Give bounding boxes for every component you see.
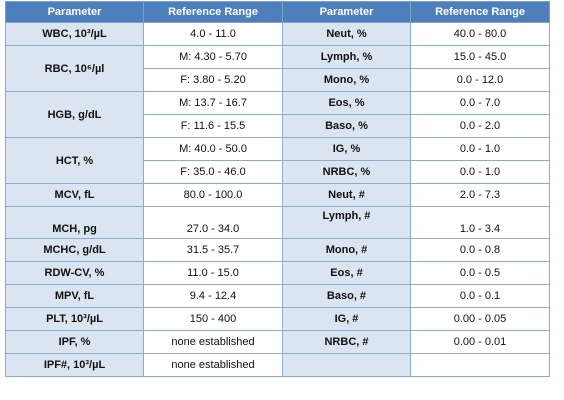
- range-nrbc-abs: 0.00 - 0.01: [410, 330, 550, 354]
- table-row: MCV, fL 80.0 - 100.0 Neut, # 2.0 - 7.3: [5, 183, 550, 207]
- range-baso-abs: 0.0 - 0.1: [410, 284, 550, 308]
- param-baso-abs: Baso, #: [282, 284, 411, 308]
- range-mpv: 9.4 - 12.4: [143, 284, 283, 308]
- table-row: MPV, fL 9.4 - 12.4 Baso, # 0.0 - 0.1: [5, 284, 550, 308]
- param-ipf: IPF, %: [5, 330, 144, 354]
- table-row: IPF, % none established NRBC, # 0.00 - 0…: [5, 330, 550, 354]
- header-row: Parameter Reference Range Parameter Refe…: [5, 1, 550, 23]
- range-hct-m: M: 40.0 - 50.0: [143, 137, 283, 161]
- param-mono-pct: Mono, %: [282, 68, 411, 92]
- param-mch: MCH, pg: [5, 206, 144, 239]
- param-hct: HCT, %: [5, 137, 144, 184]
- table-row: PLT, 10³/µL 150 - 400 IG, # 0.00 - 0.05: [5, 307, 550, 331]
- table-row: HCT, % M: 40.0 - 50.0 IG, % 0.0 - 1.0: [5, 137, 550, 184]
- reference-range-table: Parameter Reference Range Parameter Refe…: [5, 1, 550, 377]
- range-rbc-f: F: 3.80 - 5.20: [143, 68, 283, 92]
- range-mono-pct: 0.0 - 12.0: [410, 68, 550, 92]
- range-lymph-pct: 15.0 - 45.0: [410, 45, 550, 69]
- param-hgb: HGB, g/dL: [5, 91, 144, 138]
- empty-cell: [282, 353, 411, 377]
- range-neut-abs: 2.0 - 7.3: [410, 183, 550, 207]
- param-neut-abs: Neut, #: [282, 183, 411, 207]
- param-wbc: WBC, 10³/µL: [5, 22, 144, 46]
- param-rbc: RBC, 10⁶/µl: [5, 45, 144, 92]
- range-hgb-f: F: 11.6 - 15.5: [143, 114, 283, 138]
- range-mch: 27.0 - 34.0: [143, 206, 283, 239]
- range-nrbc-pct: 0.0 - 1.0: [410, 160, 550, 184]
- param-mpv: MPV, fL: [5, 284, 144, 308]
- range-hct-f: F: 35.0 - 46.0: [143, 160, 283, 184]
- range-mcv: 80.0 - 100.0: [143, 183, 283, 207]
- table-row: HGB, g/dL M: 13.7 - 16.7 Eos, % 0.0 - 7.…: [5, 91, 550, 138]
- param-ig-abs: IG, #: [282, 307, 411, 331]
- param-baso-pct: Baso, %: [282, 114, 411, 138]
- param-nrbc-abs: NRBC, #: [282, 330, 411, 354]
- range-ipf: none established: [143, 330, 283, 354]
- range-mono-abs: 0.0 - 0.8: [410, 238, 550, 262]
- table-row: F: 3.80 - 5.20 Mono, % 0.0 - 12.0: [6, 68, 550, 92]
- param-neut-pct: Neut, %: [282, 22, 411, 46]
- range-ipf-abs: none established: [143, 353, 283, 377]
- table-row: MCHC, g/dL 31.5 - 35.7 Mono, # 0.0 - 0.8: [5, 238, 550, 262]
- range-eos-pct: 0.0 - 7.0: [410, 91, 550, 115]
- header-parameter-right: Parameter: [282, 1, 411, 23]
- range-rbc-m: M: 4.30 - 5.70: [143, 45, 283, 69]
- param-nrbc-pct: NRBC, %: [282, 160, 411, 184]
- range-neut-pct: 40.0 - 80.0: [410, 22, 550, 46]
- range-lymph-abs: 1.0 - 3.4: [410, 206, 550, 239]
- param-ipf-abs: IPF#, 10³/µL: [5, 353, 144, 377]
- param-mcv: MCV, fL: [5, 183, 144, 207]
- range-rdw: 11.0 - 15.0: [143, 261, 283, 285]
- empty-cell: [410, 353, 550, 377]
- param-eos-pct: Eos, %: [282, 91, 411, 115]
- param-rdw: RDW-CV, %: [5, 261, 144, 285]
- range-ig-abs: 0.00 - 0.05: [410, 307, 550, 331]
- header-parameter-left: Parameter: [5, 1, 144, 23]
- range-plt: 150 - 400: [143, 307, 283, 331]
- param-mono-abs: Mono, #: [282, 238, 411, 262]
- table-row: F: 35.0 - 46.0 NRBC, % 0.0 - 1.0: [6, 160, 550, 184]
- param-plt: PLT, 10³/µL: [5, 307, 144, 331]
- table-row: WBC, 10³/µL 4.0 - 11.0 Neut, % 40.0 - 80…: [5, 22, 550, 46]
- table-row: IPF#, 10³/µL none established: [5, 353, 550, 377]
- range-hgb-m: M: 13.7 - 16.7: [143, 91, 283, 115]
- param-mchc: MCHC, g/dL: [5, 238, 144, 262]
- table-row: MCH, pg 27.0 - 34.0 Lymph, # 1.0 - 3.4: [5, 206, 550, 239]
- param-eos-abs: Eos, #: [282, 261, 411, 285]
- range-eos-abs: 0.0 - 0.5: [410, 261, 550, 285]
- header-range-right: Reference Range: [410, 1, 550, 23]
- range-ig-pct: 0.0 - 1.0: [410, 137, 550, 161]
- range-mchc: 31.5 - 35.7: [143, 238, 283, 262]
- param-ig-pct: IG, %: [282, 137, 411, 161]
- param-lymph-abs: Lymph, #: [282, 206, 411, 239]
- table-row: RBC, 10⁶/µl M: 4.30 - 5.70 Lymph, % 15.0…: [5, 45, 550, 92]
- range-wbc: 4.0 - 11.0: [143, 22, 283, 46]
- range-baso-pct: 0.0 - 2.0: [410, 114, 550, 138]
- table-row: RDW-CV, % 11.0 - 15.0 Eos, # 0.0 - 0.5: [5, 261, 550, 285]
- param-lymph-pct: Lymph, %: [282, 45, 411, 69]
- header-range-left: Reference Range: [143, 1, 283, 23]
